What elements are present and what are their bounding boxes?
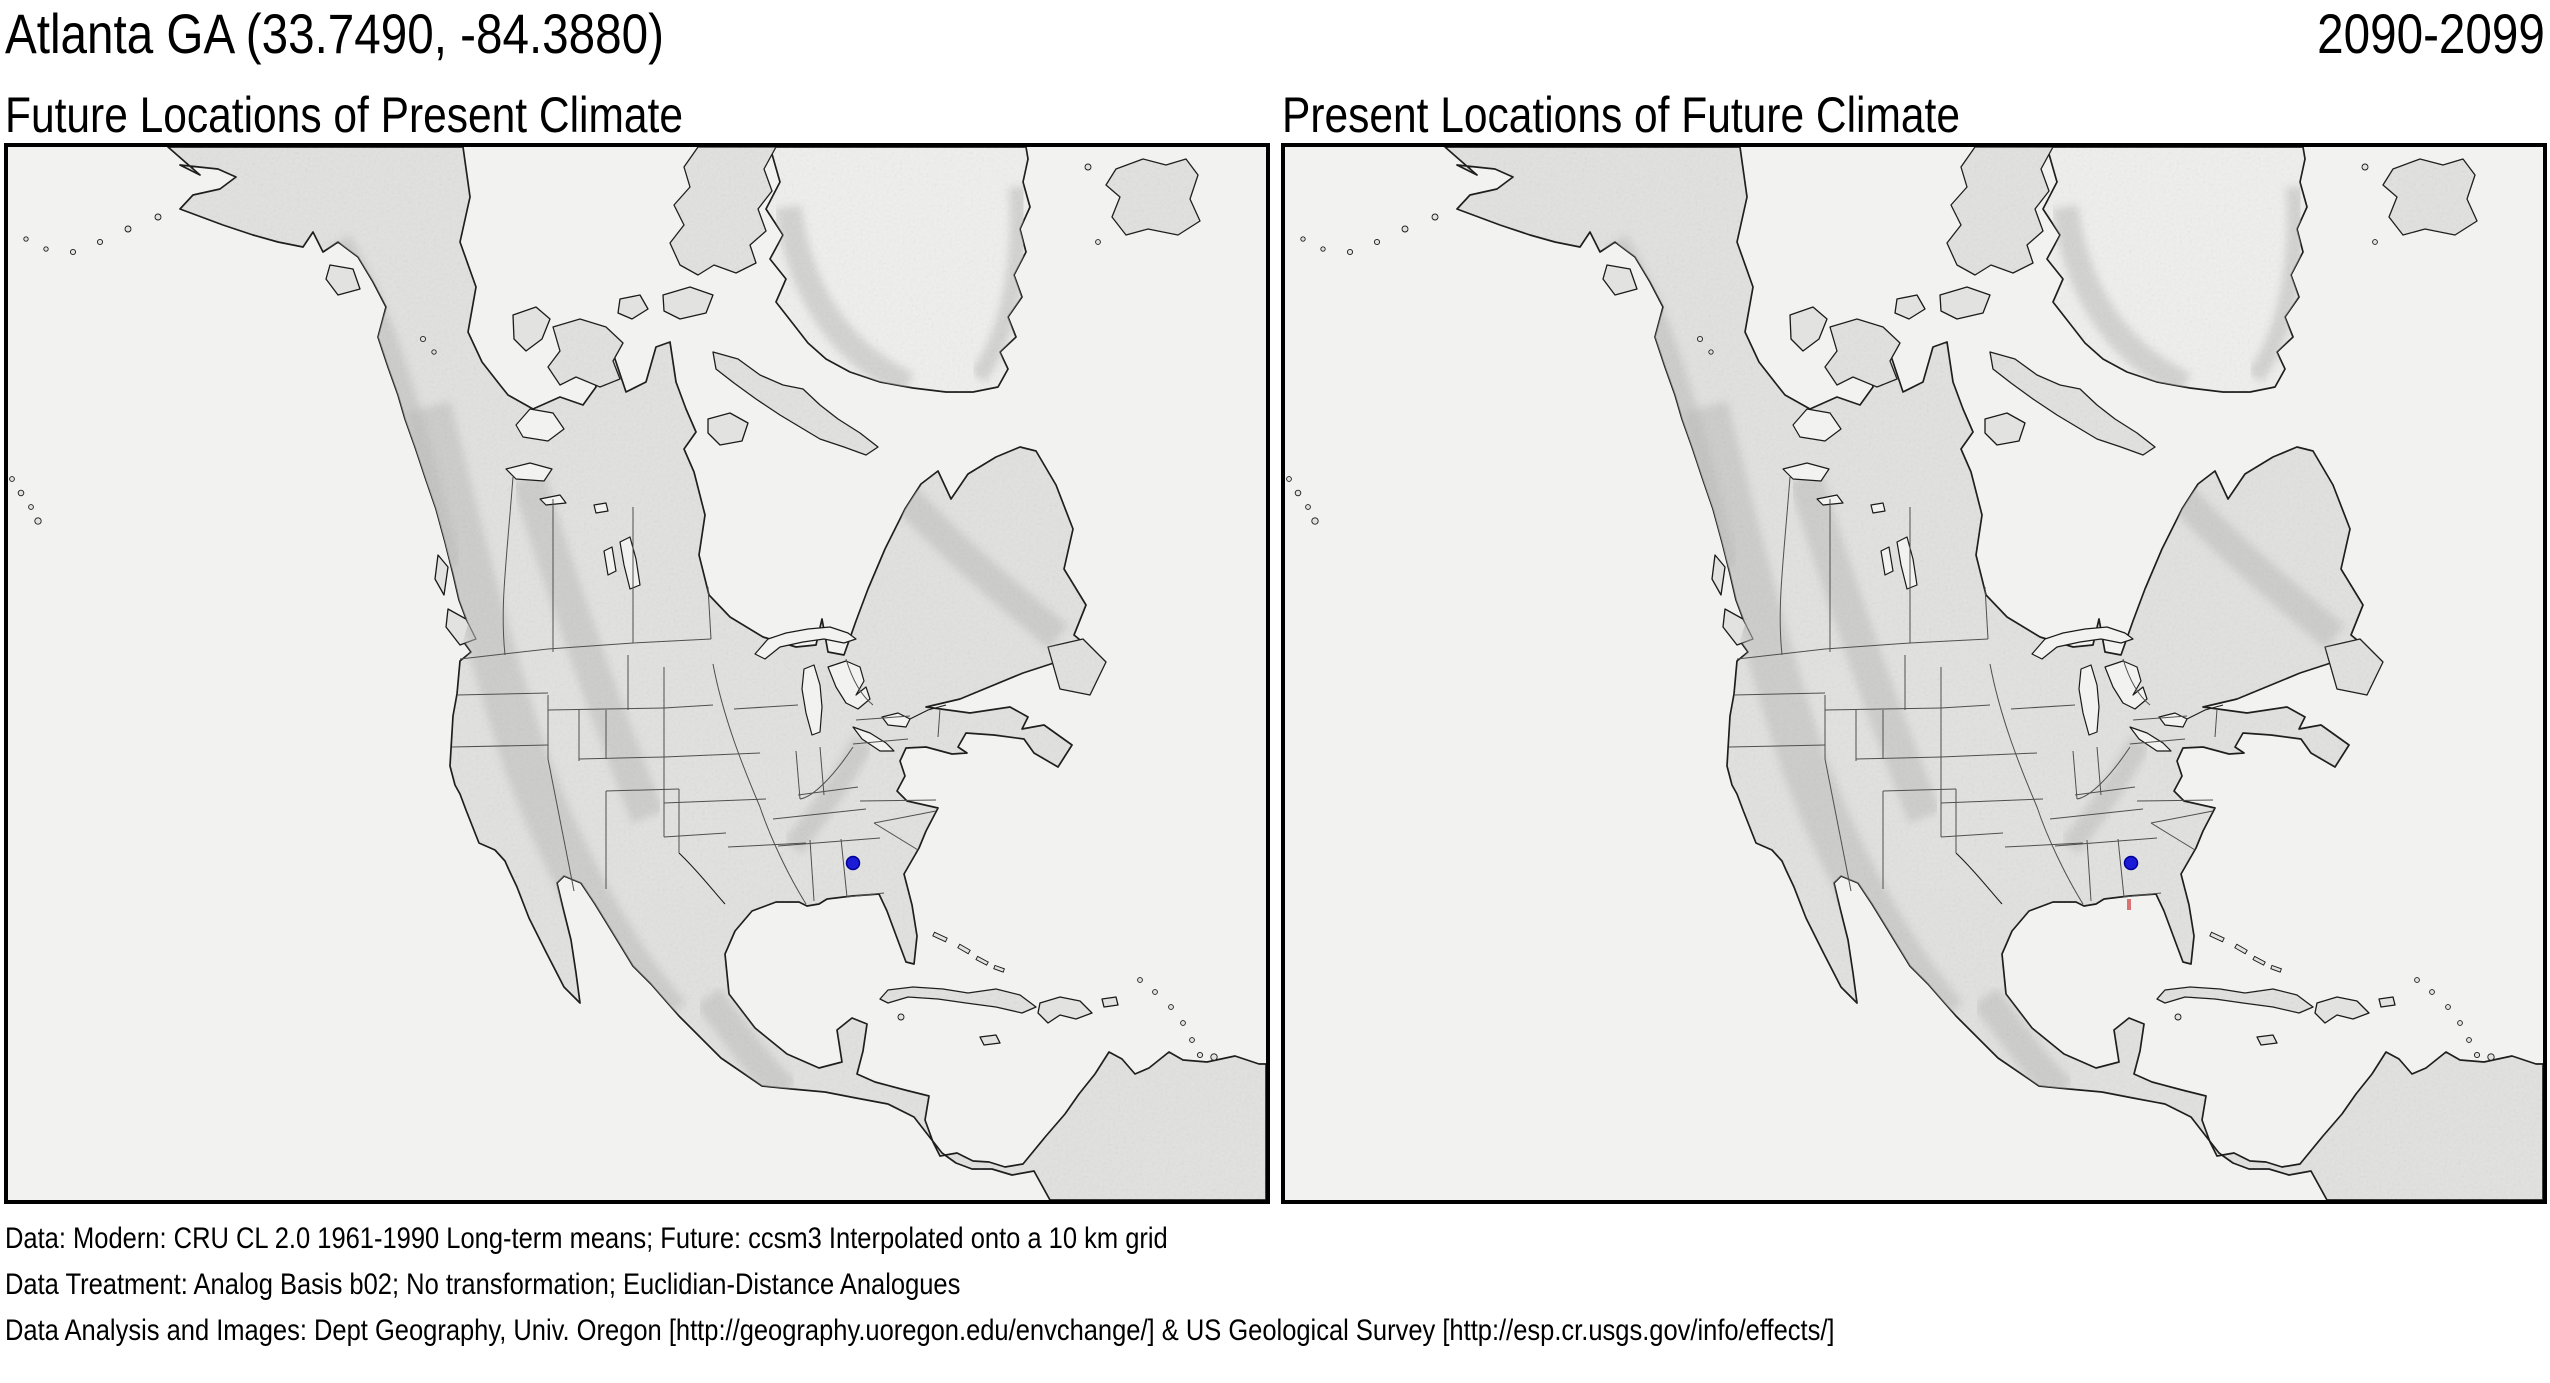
- north-america-map: [8, 147, 1266, 1200]
- footer-credits: Data: Modern: CRU CL 2.0 1961-1990 Long-…: [5, 1216, 2157, 1354]
- reference-location-dot: [845, 855, 861, 871]
- analog-location-mark: [2127, 899, 2131, 910]
- right-panel-title: Present Locations of Future Climate: [1282, 87, 1960, 143]
- north-america-map: [1285, 147, 2543, 1200]
- map-panel-present-locations: [1281, 143, 2547, 1204]
- marker-layer: [845, 855, 861, 871]
- map-panel-future-locations: [4, 143, 1270, 1204]
- reference-location-dot: [2123, 855, 2139, 871]
- left-panel-title: Future Locations of Present Climate: [5, 87, 683, 143]
- footer-treatment-line: Data Treatment: Analog Basis b02; No tra…: [5, 1268, 961, 1301]
- page-title: Atlanta GA (33.7490, -84.3880): [5, 2, 780, 66]
- footer-analysis-line: Data Analysis and Images: Dept Geography…: [5, 1314, 1835, 1347]
- period-label-text: 2090-2099: [2317, 2, 2545, 65]
- page-title-text: Atlanta GA (33.7490, -84.3880): [5, 2, 664, 65]
- footer-data-line: Data: Modern: CRU CL 2.0 1961-1990 Long-…: [5, 1222, 1168, 1255]
- marker-layer: [2123, 855, 2139, 910]
- period-label: 2090-2099: [2277, 2, 2545, 66]
